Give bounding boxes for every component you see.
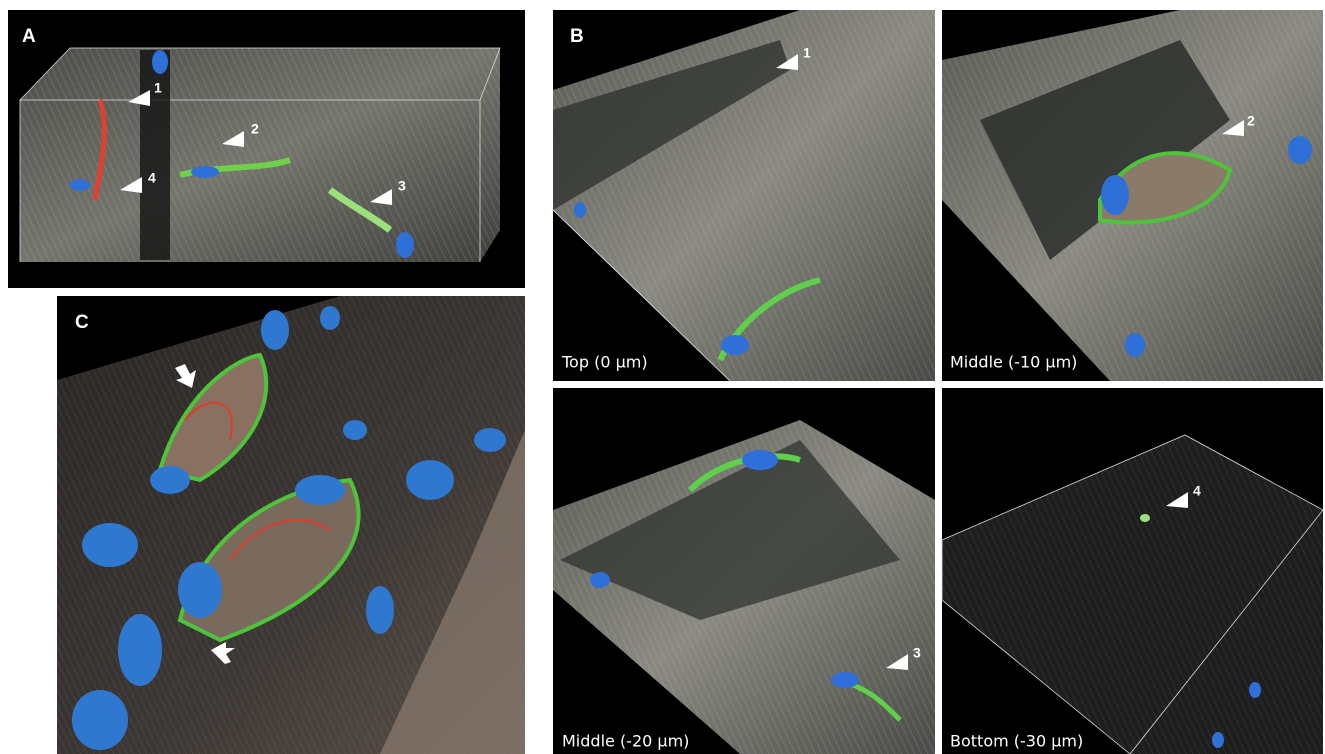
page: {"panels": { "A": {"label": "A", "marker… xyxy=(0,0,1325,754)
marker-label: 3 xyxy=(913,645,921,661)
caption: Bottom (-30 µm) xyxy=(950,732,1083,751)
panel-label: C xyxy=(75,312,89,333)
caption: Middle (-20 µm) xyxy=(562,732,689,751)
marker-label: 4 xyxy=(148,170,156,186)
panel-c: C xyxy=(57,296,525,754)
marker-label: 1 xyxy=(803,45,811,61)
panel-label: B xyxy=(570,26,584,47)
panel-b: B 1 Top (0 µm) 2 Middle (-10 µm) 3 Middl… xyxy=(553,10,1323,754)
caption: Top (0 µm) xyxy=(561,353,648,372)
caption: Middle (-10 µm) xyxy=(950,353,1077,372)
marker-label: 3 xyxy=(398,178,406,194)
panel-label: A xyxy=(22,26,36,47)
marker-label: 4 xyxy=(1193,483,1201,499)
panel-a: A 1 2 3 4 xyxy=(8,10,525,288)
marker-label: 2 xyxy=(1247,113,1255,129)
figure: A 1 2 3 4 C xyxy=(0,0,1325,754)
marker-label: 1 xyxy=(154,80,162,96)
marker-label: 2 xyxy=(251,121,259,137)
